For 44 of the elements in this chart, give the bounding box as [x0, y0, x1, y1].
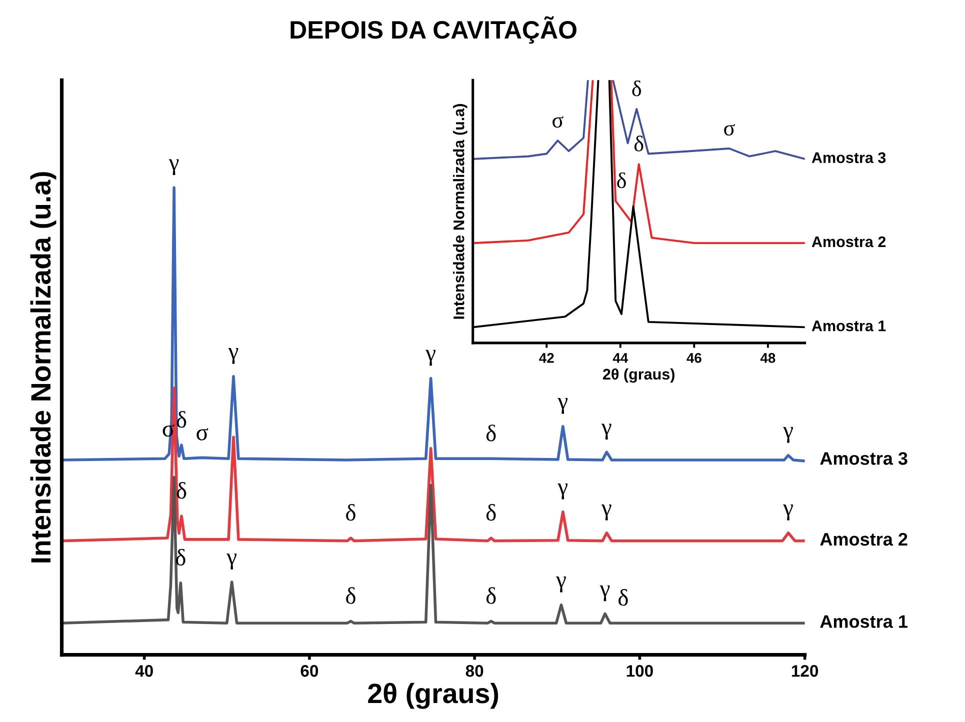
annotation: γ [556, 576, 566, 592]
annotation: δ [618, 589, 628, 606]
annotation: δ [486, 587, 496, 604]
series-label: Amostra 1 [812, 320, 886, 332]
series-label: Amostra 1 [820, 615, 908, 628]
annotation: δ [486, 504, 496, 521]
y-axis-title: Intensidade Normalizada (u.a) [30, 172, 56, 562]
annotation: γ [558, 398, 568, 414]
annotation: σ [552, 116, 564, 128]
annotation: γ [226, 554, 237, 570]
annotation: γ [783, 504, 793, 520]
annotation: γ [168, 159, 179, 176]
series-label: Amostra 3 [820, 452, 908, 465]
x-tick-label: 48 [760, 353, 776, 363]
annotation: δ [346, 587, 356, 604]
annotation: γ [426, 350, 436, 366]
series-label: Amostra 2 [820, 532, 908, 546]
annotation: σ [724, 124, 735, 136]
x-tick-label: 60 [300, 665, 318, 677]
x-axis-title: 2θ (graus) [368, 682, 498, 709]
annotation: δ [617, 172, 626, 188]
annotation: γ [228, 348, 238, 364]
annotation: γ [600, 585, 610, 602]
x-tick-label: 40 [135, 665, 153, 677]
x-axis-title: 2θ (graus) [602, 368, 674, 383]
annotation: δ [346, 504, 356, 521]
x-tick-label: 46 [686, 353, 702, 363]
x-tick-label: 120 [792, 665, 818, 677]
x-tick-label: 100 [626, 665, 653, 677]
series-label: Amostra 2 [812, 236, 886, 248]
annotation: σ [196, 428, 208, 440]
annotation: γ [783, 426, 793, 443]
y-axis-title: Intensidade Normalizada (u.a) [453, 104, 468, 319]
x-tick-label: 80 [466, 665, 484, 677]
annotation: γ [558, 484, 568, 500]
chart-title: DEPOIS DA CAVITAÇÃO [290, 16, 576, 44]
series-label: Amostra 3 [812, 152, 886, 164]
annotation: δ [634, 136, 644, 152]
annotation: δ [486, 424, 496, 442]
x-tick-label: 42 [539, 353, 554, 363]
x-tick-label: 44 [612, 353, 628, 363]
annotation: γ [601, 424, 612, 440]
annotation: δ [632, 80, 642, 96]
annotation: γ [601, 504, 612, 520]
